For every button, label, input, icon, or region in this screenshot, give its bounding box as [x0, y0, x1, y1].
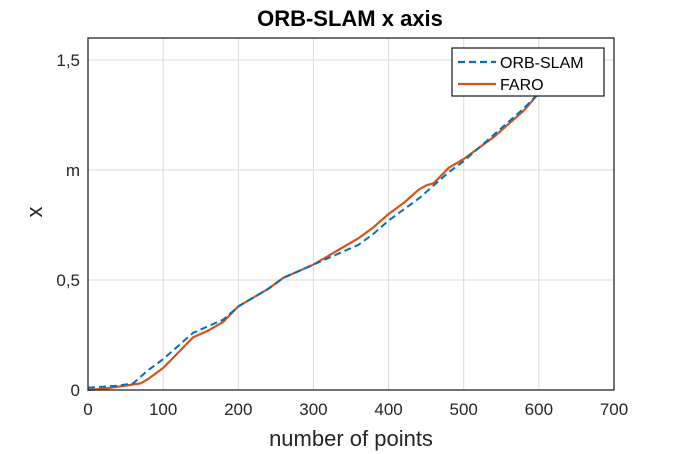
series-layer — [87, 92, 540, 392]
x-tick-label: 600 — [525, 400, 553, 419]
legend-label: ORB-SLAM — [500, 55, 584, 72]
x-tick-label: 300 — [299, 400, 327, 419]
legend-box — [451, 47, 605, 97]
plot-frame — [87, 37, 615, 391]
x-tick-labels: 0 100 200 300 400 500 600 700 — [83, 400, 628, 419]
y-tick-label: 0,5 — [56, 271, 80, 290]
y-tick-labels: 0 0,5 m 1,5 — [56, 51, 80, 400]
series-line-orb-slam — [87, 92, 540, 389]
x-tick-label: 100 — [149, 400, 177, 419]
legend: ORB-SLAM FARO — [451, 47, 605, 97]
x-tick-label: 200 — [224, 400, 252, 419]
y-tick-label: m — [66, 161, 80, 180]
x-tick-label: 500 — [450, 400, 478, 419]
legend-label: FARO — [500, 77, 544, 94]
series-line-faro — [87, 92, 540, 392]
y-axis-label: x — [22, 207, 47, 218]
x-tick-label: 0 — [83, 400, 92, 419]
y-tick-label: 1,5 — [56, 51, 80, 70]
y-tick-label: 0 — [71, 381, 80, 400]
x-tick-label: 700 — [600, 400, 628, 419]
x-axis-label: number of points — [269, 426, 433, 451]
chart-title: ORB-SLAM x axis — [257, 6, 443, 31]
x-tick-label: 400 — [374, 400, 402, 419]
